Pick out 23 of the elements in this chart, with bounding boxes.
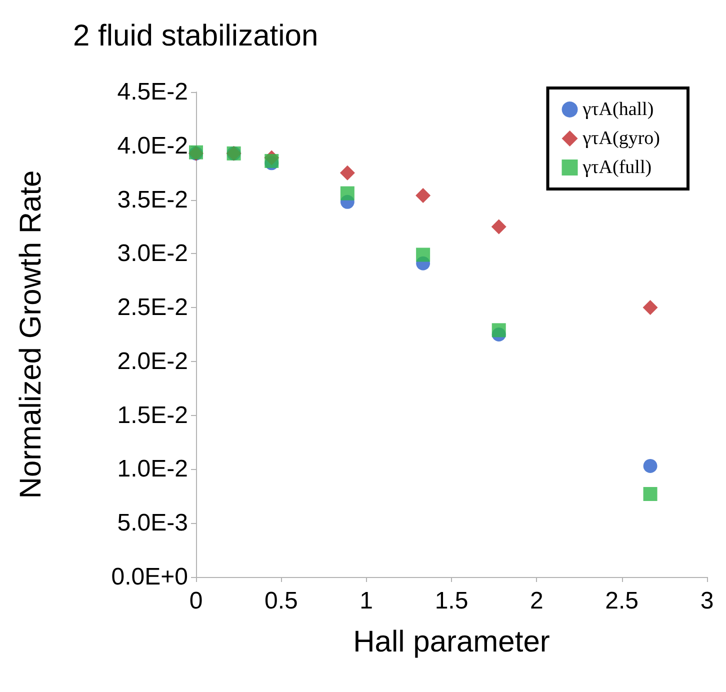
y-tick-label: 3.0E-2 [117, 240, 188, 268]
x-tick-label: 0.5 [264, 588, 298, 614]
y-tick-label: 2.0E-2 [117, 348, 188, 375]
legend-label: γτA(hall) [582, 99, 654, 120]
y-tick-label: 5.0E-3 [117, 510, 188, 537]
x-axis-title: Hall parameter [353, 626, 550, 658]
legend-label: γτA(gyro) [582, 128, 660, 149]
y-axis-title: Normalized Growth Rate [14, 170, 48, 499]
y-tick-label: 0.0E+0 [111, 564, 188, 590]
x-tick-label: 2 [530, 588, 544, 614]
y-tick-label: 2.5E-2 [117, 294, 188, 322]
x-tick-label: 0 [189, 588, 203, 614]
y-tick-label: 1.5E-2 [117, 402, 188, 429]
y-tick-label: 4.5E-2 [117, 78, 188, 106]
x-tick-label: 1 [360, 588, 374, 614]
chart-title: 2 fluid stabilization [73, 20, 318, 52]
y-tick-label: 1.0E-2 [117, 456, 188, 483]
y-tick-label: 4.0E-2 [117, 132, 188, 160]
x-tick-label: 3 [700, 588, 714, 614]
x-tick-label: 2.5 [605, 588, 639, 614]
y-tick-label: 3.5E-2 [117, 186, 188, 214]
legend-label: γτA(full) [582, 157, 652, 178]
x-tick-label: 1.5 [434, 588, 468, 614]
